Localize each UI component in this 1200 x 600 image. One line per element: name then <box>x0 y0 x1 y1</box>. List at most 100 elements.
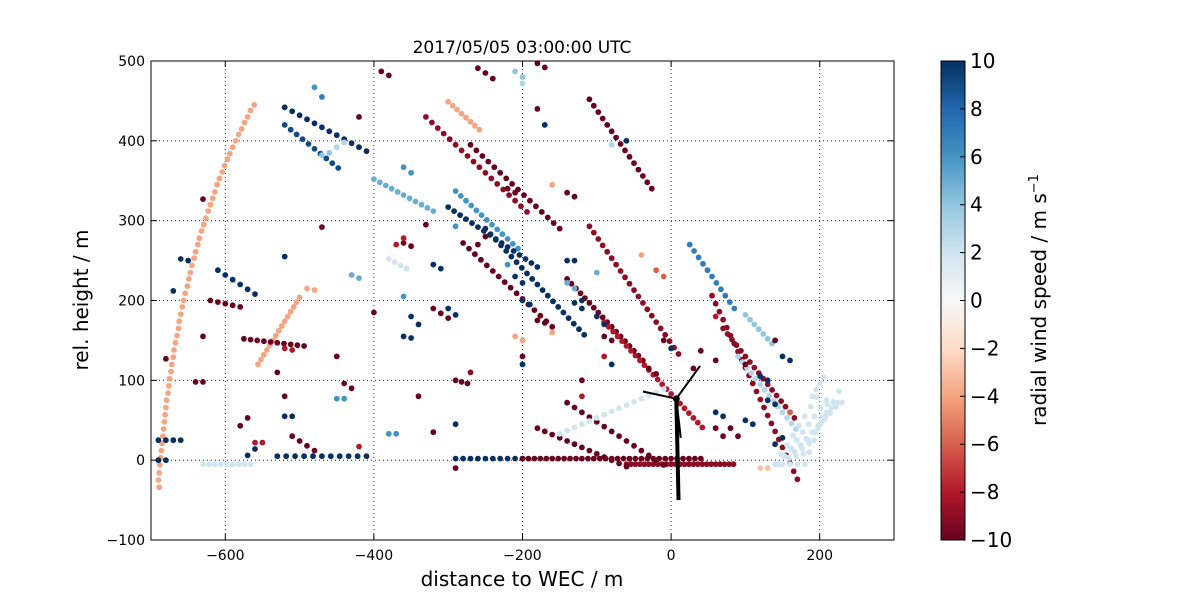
data-point <box>217 461 224 468</box>
data-point <box>601 353 608 360</box>
data-point <box>189 262 195 269</box>
data-point <box>504 455 511 462</box>
data-point <box>549 329 556 336</box>
data-point <box>463 216 469 223</box>
data-point <box>686 455 692 462</box>
data-point <box>429 119 435 126</box>
data-point <box>232 137 239 144</box>
data-point <box>274 339 281 346</box>
data-point <box>782 403 789 410</box>
data-point <box>828 405 835 412</box>
data-point <box>430 261 437 268</box>
data-point <box>400 333 407 340</box>
data-point <box>779 444 786 451</box>
data-point <box>700 260 706 267</box>
data-point <box>586 96 593 103</box>
data-point <box>748 370 755 376</box>
data-point <box>301 343 307 349</box>
data-point <box>581 331 588 338</box>
data-point <box>200 221 207 228</box>
colorbar-label-exponent: −1 <box>1027 174 1042 193</box>
data-point <box>697 455 704 462</box>
data-point <box>327 453 334 460</box>
x-tick-label: −200 <box>503 548 541 564</box>
data-point <box>749 421 756 428</box>
data-point <box>292 453 298 460</box>
data-point <box>495 273 502 280</box>
data-point <box>185 257 192 264</box>
data-point <box>235 461 242 468</box>
data-point <box>363 148 370 155</box>
data-point <box>513 290 520 297</box>
turbine-hub <box>672 395 680 403</box>
data-point <box>244 452 251 459</box>
data-point <box>686 410 692 416</box>
data-point <box>473 207 480 214</box>
data-point <box>287 341 294 348</box>
data-point <box>434 125 441 131</box>
data-point <box>192 379 199 385</box>
data-point <box>388 185 395 192</box>
data-point <box>772 461 778 468</box>
data-point <box>641 461 648 468</box>
data-point <box>305 141 312 147</box>
data-point <box>513 259 520 266</box>
data-point <box>247 107 254 114</box>
data-point <box>793 453 799 460</box>
data-point <box>408 335 414 341</box>
data-point <box>824 409 830 416</box>
data-point <box>261 351 267 358</box>
data-point <box>294 342 301 349</box>
data-point <box>310 453 316 460</box>
wind-turbine-icon <box>642 365 701 501</box>
data-point <box>659 381 666 388</box>
data-point <box>475 65 481 72</box>
data-point <box>200 379 206 385</box>
data-point <box>261 338 267 345</box>
data-point <box>205 208 212 215</box>
data-point <box>593 450 600 457</box>
data-point <box>787 461 793 468</box>
data-point <box>571 441 578 448</box>
data-point <box>393 241 400 248</box>
data-point <box>550 220 557 227</box>
data-point <box>356 144 362 151</box>
data-point <box>304 285 310 292</box>
data-point <box>207 201 214 208</box>
data-point <box>468 202 475 209</box>
colorbar-tick-label: 6 <box>970 145 983 169</box>
data-point <box>326 149 333 156</box>
data-point <box>657 325 664 332</box>
data-point <box>212 461 218 468</box>
data-point <box>529 276 536 282</box>
data-point <box>258 356 264 363</box>
data-point <box>155 457 162 464</box>
data-point <box>400 164 407 171</box>
colorbar-tick-label: −4 <box>970 384 999 408</box>
data-point <box>708 461 715 468</box>
data-point <box>296 294 303 301</box>
data-point <box>452 141 459 148</box>
data-point <box>709 273 715 280</box>
data-point <box>494 226 501 233</box>
data-point <box>160 433 166 440</box>
data-point <box>616 433 622 440</box>
data-point <box>747 359 753 365</box>
data-point <box>764 412 771 419</box>
data-point <box>586 418 593 424</box>
data-point <box>296 438 303 444</box>
data-point <box>722 292 729 299</box>
data-point <box>512 197 518 204</box>
data-point <box>476 164 483 171</box>
data-point <box>638 395 645 402</box>
data-point <box>385 256 392 262</box>
data-point <box>564 189 570 196</box>
data-point <box>161 418 168 425</box>
data-point <box>482 225 489 232</box>
data-point <box>565 315 572 321</box>
data-point <box>613 134 619 141</box>
data-point <box>163 457 169 464</box>
data-point <box>650 461 657 468</box>
data-point <box>385 430 392 437</box>
data-point <box>229 302 236 309</box>
